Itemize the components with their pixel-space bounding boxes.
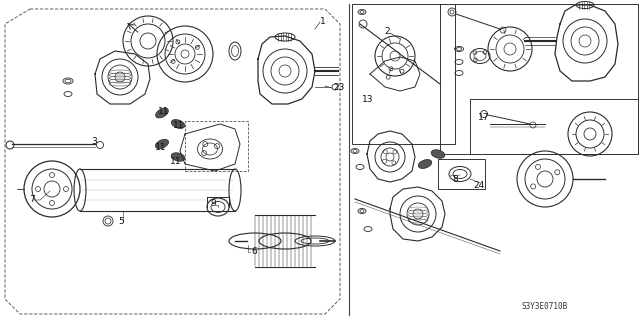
Ellipse shape (419, 160, 432, 168)
Ellipse shape (156, 139, 168, 149)
Text: 2: 2 (384, 27, 390, 36)
Text: 11: 11 (170, 158, 182, 167)
Text: 6: 6 (251, 247, 257, 256)
Text: 23: 23 (333, 83, 344, 92)
Text: 5: 5 (118, 217, 124, 226)
Text: S3Y3E0710B: S3Y3E0710B (522, 302, 568, 311)
Text: 11: 11 (158, 108, 170, 116)
Ellipse shape (171, 153, 185, 161)
Text: 3: 3 (91, 137, 97, 146)
Text: 9: 9 (210, 199, 216, 209)
Text: 11: 11 (155, 143, 166, 152)
Ellipse shape (172, 120, 185, 129)
Text: 1: 1 (320, 17, 326, 26)
Text: 7: 7 (29, 195, 35, 204)
Ellipse shape (156, 108, 168, 118)
Text: 8: 8 (452, 174, 458, 183)
Text: 11: 11 (173, 122, 184, 130)
Text: 17: 17 (478, 113, 490, 122)
Ellipse shape (431, 150, 445, 158)
Text: 24: 24 (473, 182, 484, 190)
Text: 13: 13 (362, 94, 374, 103)
